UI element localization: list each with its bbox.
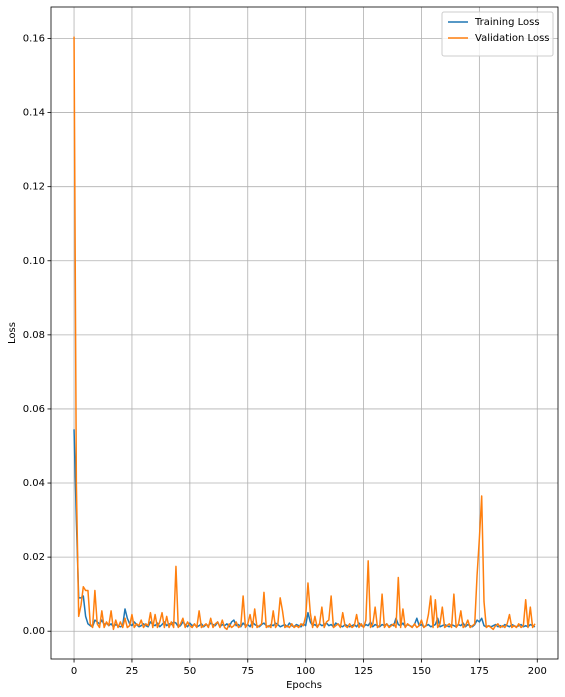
x-tick-label: 75	[241, 666, 254, 677]
y-tick-label: 0.10	[23, 256, 45, 267]
legend: Training Loss Validation Loss	[441, 11, 554, 57]
y-tick-label: 0.06	[23, 404, 45, 415]
x-tick-label: 150	[412, 666, 431, 677]
legend-label: Training Loss	[474, 17, 540, 28]
y-tick-label: 0.02	[23, 552, 45, 563]
y-tick-label: 0.08	[23, 330, 45, 341]
x-tick-label: 125	[354, 666, 373, 677]
plot-frame	[50, 6, 559, 660]
x-axis-label: Epochs	[286, 680, 322, 691]
y-axis-label: Loss	[7, 322, 18, 344]
line-series	[73, 429, 536, 628]
y-tick-label: 0.00	[23, 626, 45, 637]
x-tick-label: 175	[470, 666, 489, 677]
x-tick-label: 25	[126, 666, 139, 677]
y-tick-label: 0.14	[23, 108, 45, 119]
y-tick-label: 0.16	[23, 33, 45, 44]
x-tick-label: 0	[71, 666, 77, 677]
line-series	[73, 36, 536, 631]
legend-label: Validation Loss	[475, 33, 550, 44]
x-tick-label: 200	[528, 666, 547, 677]
x-tick-label: 100	[296, 666, 315, 677]
y-tick-label: 0.04	[23, 478, 45, 489]
y-tick-label: 0.12	[23, 182, 45, 193]
x-tick-label: 50	[183, 666, 196, 677]
legend-box	[441, 11, 554, 57]
